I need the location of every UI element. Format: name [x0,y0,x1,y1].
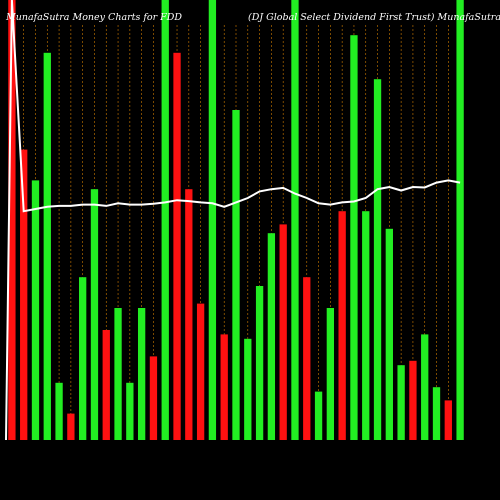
bar [114,308,122,440]
bar [350,35,358,440]
bar [161,0,169,440]
bar [20,149,28,440]
bar [409,360,417,440]
bar [208,0,217,440]
bar [90,189,99,440]
bar [31,180,40,440]
bar [173,52,181,441]
bar [267,233,276,440]
bar [137,308,146,440]
bar [244,338,252,440]
bar [373,79,382,440]
chart-title-left: MunafaSutra Money Charts for FDD [5,12,182,23]
bar [385,228,393,440]
bar [79,277,87,440]
bar [102,330,110,440]
bar [185,189,193,440]
chart-title-right: (DJ Global Select Dividend First Trust) … [248,12,500,23]
money-flow-line [5,0,461,441]
bar [456,0,464,440]
bar [67,413,75,440]
bar-series [8,0,464,441]
bar [421,334,429,440]
bar [149,356,158,440]
bar [291,0,299,440]
bar [43,52,51,441]
bar [432,387,441,440]
bar [232,110,240,440]
bar [196,303,205,440]
bar [55,382,63,440]
bar [8,0,16,440]
bar [397,365,405,440]
bar [279,224,287,440]
bar [220,334,228,440]
bar [338,211,346,440]
bar [303,277,311,440]
bar [255,286,264,440]
bar [362,211,370,440]
bar [314,391,323,440]
bar [326,308,335,440]
bar [126,382,134,440]
bar [444,400,452,440]
